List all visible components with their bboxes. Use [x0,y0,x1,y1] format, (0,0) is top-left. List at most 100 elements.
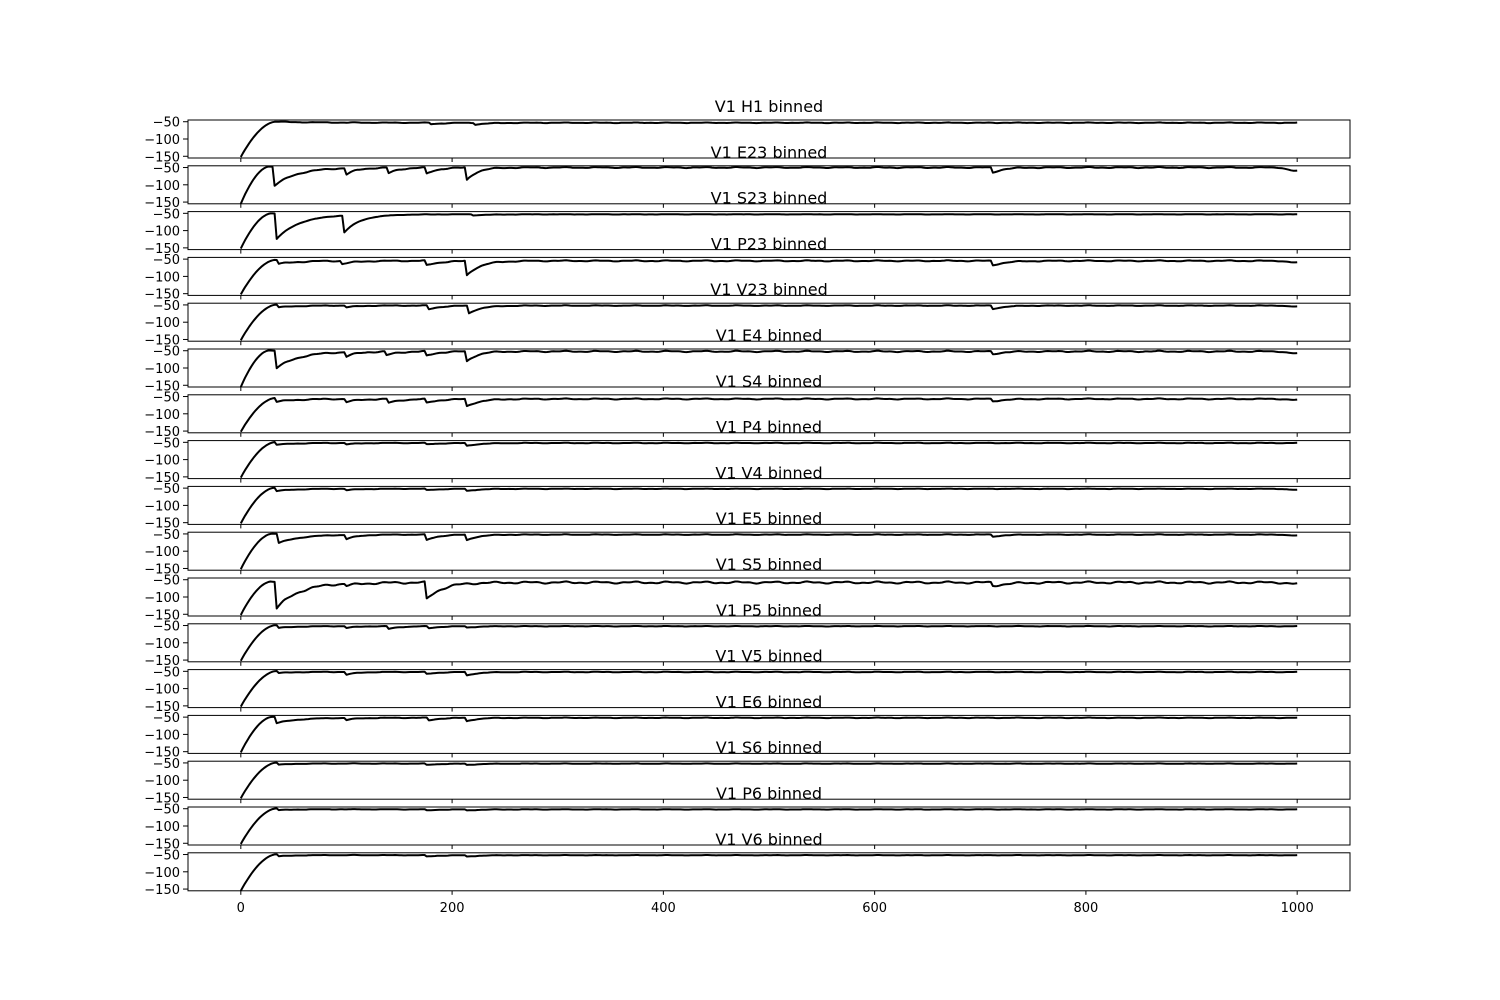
y-tick-label: −150 [144,654,180,669]
panel: V1 S5 binned −50 −100 −150 [144,555,1351,623]
panel-title: V1 V5 binned [715,647,822,666]
y-tick-label: −50 [153,207,180,222]
y-tick-label: −100 [144,270,180,285]
y-tick-label: −150 [144,791,180,806]
panel: V1 P4 binned −50 −100 −150 [144,418,1351,486]
y-tick-label: −50 [153,345,180,360]
y-tick-label: −150 [144,425,180,440]
y-tick-label: −150 [144,883,180,898]
x-tick-label: 1000 [1281,901,1314,916]
y-tick-label: −100 [144,866,180,881]
y-tick-label: −50 [153,299,180,314]
series-line [239,441,1298,479]
y-tick-label: −150 [144,379,180,394]
y-tick-label: −150 [144,150,180,165]
panel-title: V1 S6 binned [716,738,823,757]
y-tick-label: −100 [144,316,180,331]
y-tick-label: −100 [144,499,180,514]
y-tick-label: −100 [144,362,180,377]
y-tick-label: −150 [144,196,180,211]
y-tick-label: −50 [153,116,180,131]
y-tick-label: −100 [144,225,180,240]
panel-title: V1 V6 binned [715,830,822,849]
y-tick-label: −50 [153,528,180,543]
panel-title: V1 P5 binned [716,601,822,620]
panel: V1 V5 binned −50 −100 −150 [144,647,1351,715]
panel: V1 P23 binned −50 −100 −150 [144,234,1351,303]
panel-title: V1 E6 binned [716,692,822,711]
x-tick-label: 200 [440,901,465,916]
panel: V1 H1 binned −50 −100 −150 [144,97,1351,165]
y-tick-label: −100 [144,683,180,698]
series-line [239,624,1298,662]
series-line [239,165,1298,205]
series-line [239,761,1298,799]
panel-title: V1 E5 binned [716,509,822,528]
panel-title: V1 E4 binned [716,326,822,345]
y-tick-label: −50 [153,391,180,406]
y-tick-label: −50 [153,711,180,726]
y-tick-label: −150 [144,562,180,577]
y-tick-label: −50 [153,253,180,268]
y-tick-label: −150 [144,242,180,257]
series-line [239,580,1298,616]
y-tick-label: −100 [144,179,180,194]
panel-title: V1 V4 binned [715,463,822,482]
series-line [239,397,1298,433]
series-line [239,670,1298,708]
panel-title: V1 P6 binned [716,784,822,803]
y-tick-label: −150 [144,288,180,303]
y-tick-label: −100 [144,545,180,560]
panel: V1 E4 binned −50 −100 −150 [144,326,1351,394]
series-line [239,120,1298,158]
y-tick-label: −100 [144,637,180,652]
panel: V1 V6 binned −50 −100 −150 0 200 400 600 800 1000 [144,830,1351,916]
panels: V1 H1 binned−50−100−150 V1 E23 binned−50−… [144,97,1351,916]
panel: V1 V4 binned −50 −100 −150 [144,463,1351,532]
y-tick-label: −50 [153,620,180,635]
series-line [239,715,1298,753]
series-line [239,532,1298,570]
series-line [239,807,1298,845]
panel: V1 E6 binned −50 −100 −150 [144,692,1351,761]
y-tick-label: −50 [153,162,180,177]
series-line [239,486,1298,524]
y-tick-label: −150 [144,471,180,486]
y-tick-label: −150 [144,333,180,348]
panel-title: V1 S5 binned [716,555,823,574]
y-tick-label: −50 [153,803,180,818]
panel-title: V1 S23 binned [711,189,828,208]
y-tick-label: −50 [153,436,180,451]
y-tick-label: −50 [153,757,180,772]
x-tick-label: 800 [1073,901,1098,916]
panel-title: V1 P4 binned [716,418,822,437]
series-line [239,303,1298,341]
x-tick-label: 0 [237,901,245,916]
y-tick-label: −100 [144,454,180,469]
y-tick-label: −100 [144,408,180,423]
panel: V1 P5 binned −50 −100 −150 [144,601,1351,669]
panel: V1 E5 binned −50 −100 −150 [144,509,1351,577]
series-line [239,349,1298,388]
series-line [239,212,1298,250]
panel-title: V1 E23 binned [711,143,828,162]
panel: V1 S4 binned −50 −100 −150 [144,372,1351,440]
series-line [239,258,1298,295]
x-tick-label: 600 [862,901,887,916]
panel: V1 E23 binned −50 −100 −150 [144,143,1351,211]
y-tick-label: −50 [153,665,180,680]
panel-title: V1 H1 binned [715,97,823,116]
y-tick-label: −100 [144,774,180,789]
series-line [239,853,1298,892]
panel-title: V1 V23 binned [710,280,827,299]
panel-title: V1 S4 binned [716,372,823,391]
panel-title: V1 P23 binned [711,234,827,253]
y-tick-label: −50 [153,574,180,589]
y-tick-label: −150 [144,700,180,715]
panel: V1 V23 binned −50 −100 −150 [144,280,1351,348]
y-tick-label: −100 [144,133,180,148]
y-tick-label: −50 [153,482,180,497]
y-tick-label: −150 [144,837,180,852]
x-tick-label: 400 [651,901,676,916]
